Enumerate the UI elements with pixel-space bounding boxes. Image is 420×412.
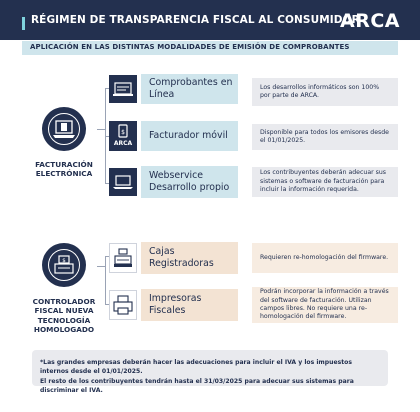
arca-logo: ARCA xyxy=(340,10,400,32)
group-label-facturacion: FACTURACIÓN ELECTRÓNICA xyxy=(35,160,93,179)
facturador-movil-description: Disponible para todos los emisores desde… xyxy=(252,124,398,150)
footer-line-1: *Las grandes empresas deberán hacer las … xyxy=(40,359,352,376)
mobile-invoice-icon: $ ARCA xyxy=(109,121,137,151)
webservice-description: Los contribuyentes deberán adecuar sus s… xyxy=(252,167,398,197)
laptop-icon xyxy=(109,168,137,196)
comprobantes-en-linea-description: Los desarrollos informáticos son 100% po… xyxy=(252,78,398,106)
cajas-registradoras-label: Cajas Registradoras xyxy=(141,242,238,274)
cajas-registradoras-description: Requieren re-homologación del firmware. xyxy=(252,243,398,273)
impresoras-fiscales-description: Podrán incorporar la información a travé… xyxy=(252,287,398,323)
cash-register-icon xyxy=(109,243,137,273)
svg-text:$: $ xyxy=(62,258,66,264)
group-bracket-2 xyxy=(105,256,106,304)
group-label-controlador: CONTROLADOR FISCAL NUEVA TECNOLOGÍA HOMO… xyxy=(32,297,96,335)
subtitle: APLICACIÓN EN LAS DISTINTAS MODALIDADES … xyxy=(30,43,350,51)
group-connector-1 xyxy=(97,129,105,130)
comprobantes-en-linea-label: Comprobantes en Línea xyxy=(141,74,238,104)
impresoras-fiscales-label: Impresoras Fiscales xyxy=(141,289,238,321)
group-connector-2 xyxy=(97,266,105,267)
fiscal-printer-icon: $ xyxy=(42,243,86,287)
header-accent xyxy=(22,17,25,30)
page-title: RÉGIMEN DE TRANSPARENCIA FISCAL AL CONSU… xyxy=(31,14,360,26)
subtitle-bar: APLICACIÓN EN LAS DISTINTAS MODALIDADES … xyxy=(22,41,398,55)
facturador-movil-label: Facturador móvil xyxy=(141,121,238,151)
printer-icon xyxy=(109,290,137,320)
mobile-invoice-icon-text: ARCA xyxy=(113,140,133,147)
laptop-document-icon xyxy=(42,107,86,151)
webservice-label: Webservice Desarrollo propio xyxy=(141,166,238,198)
online-receipt-icon xyxy=(109,75,137,103)
svg-text:$: $ xyxy=(121,129,125,136)
footer-note: *Las grandes empresas deberán hacer las … xyxy=(32,350,388,394)
header-bar: RÉGIMEN DE TRANSPARENCIA FISCAL AL CONSU… xyxy=(0,0,420,40)
footer-line-2: El resto de los contribuyentes tendrán h… xyxy=(40,377,354,395)
